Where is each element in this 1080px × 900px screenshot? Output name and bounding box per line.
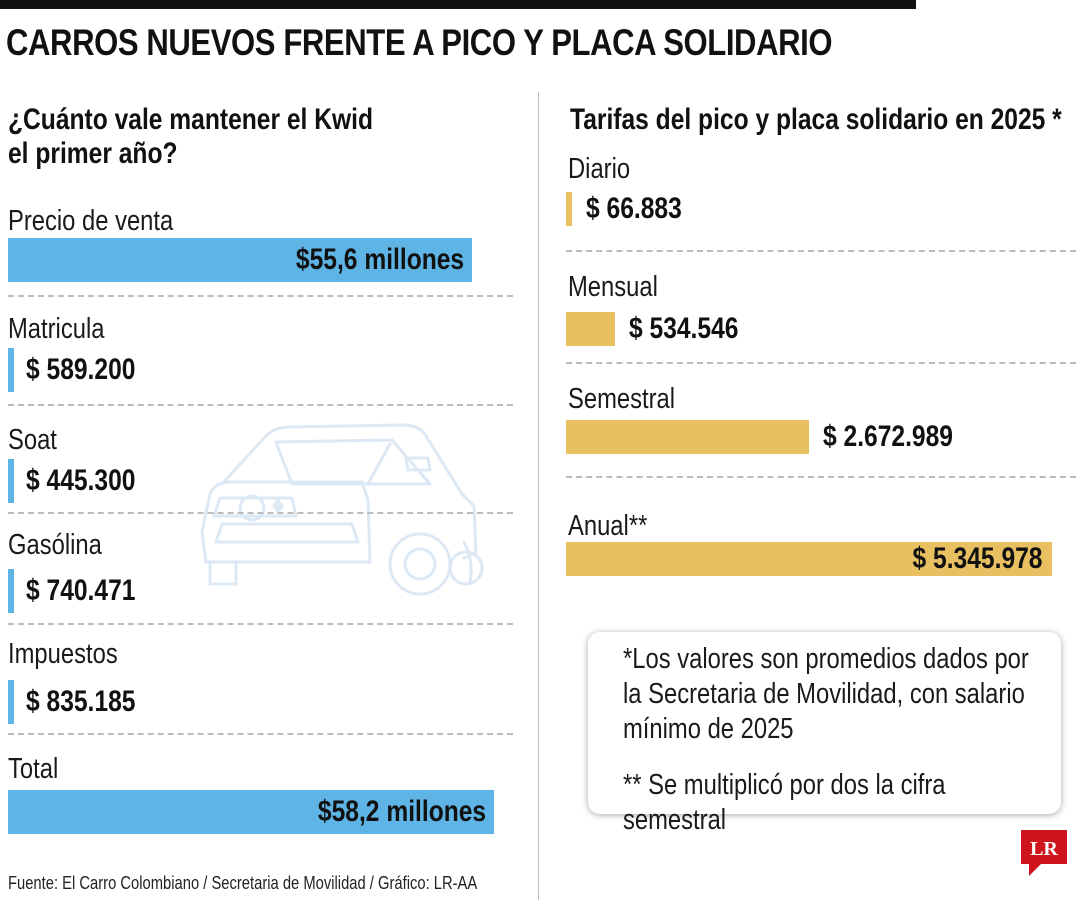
separator	[8, 404, 513, 406]
value-soat: $ 445.300	[26, 464, 136, 497]
left-subtitle: ¿Cuánto vale mantener el Kwid el primer …	[8, 103, 453, 171]
value-matricula: $ 589.200	[26, 353, 136, 386]
value-mensual: $ 534.546	[629, 312, 739, 345]
separator	[566, 362, 1076, 364]
lr-logo-text: LR	[1030, 838, 1058, 860]
label-total: Total	[8, 753, 59, 785]
left-subtitle-line1: ¿Cuánto vale mantener el Kwid	[8, 103, 373, 136]
value-total: $58,2 millones	[317, 795, 486, 828]
separator	[8, 295, 513, 297]
bar-soat	[8, 459, 14, 503]
note-multiplied: ** Se multiplicó por dos la cifra semest…	[623, 769, 946, 836]
separator	[8, 733, 513, 735]
label-mensual: Mensual	[568, 271, 658, 303]
value-impuestos: $ 835.185	[26, 685, 136, 718]
column-divider	[538, 92, 539, 900]
bar-gasolina	[8, 569, 14, 613]
bar-semestral	[566, 420, 809, 454]
left-subtitle-line2: el primer año?	[8, 137, 178, 170]
bar-mensual	[566, 312, 615, 346]
value-gasolina: $ 740.471	[26, 574, 136, 607]
separator	[8, 512, 513, 514]
bar-total	[8, 790, 494, 834]
source-credit: Fuente: El Carro Colombiano / Secretaria…	[8, 873, 478, 893]
bar-anual	[566, 542, 1052, 576]
label-impuestos: Impuestos	[8, 638, 118, 670]
separator	[566, 476, 1076, 478]
label-semestral: Semestral	[568, 383, 676, 415]
bar-matricula	[8, 348, 14, 392]
label-soat: Soat	[8, 424, 57, 456]
bar-diario	[566, 192, 572, 226]
right-subtitle: Tarifas del pico y placa solidario en 20…	[570, 103, 1062, 136]
note-averages: *Los valores son promedios dados por la …	[623, 643, 1029, 745]
separator	[8, 623, 513, 625]
lr-logo-icon: LR	[1021, 830, 1067, 876]
car-outline-icon	[200, 423, 484, 596]
top-rule	[0, 0, 916, 9]
value-diario: $ 66.883	[586, 192, 682, 225]
label-anual: Anual**	[568, 510, 648, 542]
value-precio-de-venta: $55,6 millones	[295, 243, 464, 276]
label-diario: Diario	[568, 153, 631, 185]
value-semestral: $ 2.672.989	[823, 420, 953, 453]
separator	[566, 250, 1076, 252]
bar-precio-de-venta	[8, 238, 472, 282]
label-gasolina: Gasólina	[8, 529, 102, 561]
label-precio-de-venta: Precio de venta	[8, 205, 174, 237]
main-title: CARROS NUEVOS FRENTE A PICO Y PLACA SOLI…	[6, 22, 833, 63]
value-anual: $ 5.345.978	[912, 542, 1042, 575]
bar-impuestos	[8, 680, 14, 724]
notes-box: *Los valores son promedios dados por la …	[588, 632, 1061, 836]
label-matricula: Matricula	[8, 313, 105, 345]
